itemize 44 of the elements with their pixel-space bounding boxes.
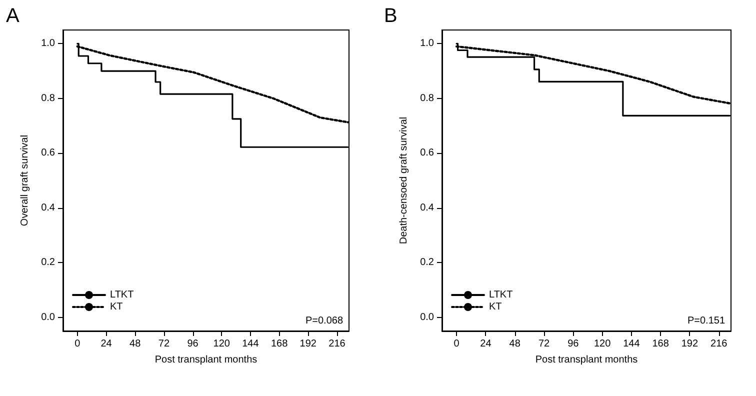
x-tick-label: 48: [130, 338, 142, 350]
x-axis-title: Post transplant months: [154, 354, 258, 366]
y-tick-label: 1.0: [41, 38, 56, 50]
annotation: P=0.068: [305, 316, 344, 326]
x-tick-label: 144: [623, 338, 640, 350]
x-tick-label: 216: [710, 338, 728, 350]
y-tick-label: 0.8: [420, 92, 434, 104]
x-tick-label: 96: [568, 338, 580, 350]
legend-label: LTKT: [110, 290, 134, 300]
y-tick-label: 0.6: [41, 148, 56, 159]
y-tick-label: 0.4: [420, 202, 434, 214]
y-axis-title: Overall graft survival: [20, 134, 31, 226]
x-tick-label: 0: [74, 338, 81, 350]
chart-title: A: [6, 5, 20, 27]
y-tick-label: 1.0: [420, 38, 434, 50]
x-tick-label: 24: [480, 338, 492, 350]
x-tick-label: 192: [681, 338, 698, 350]
y-tick-label: 0.8: [41, 92, 56, 104]
y-tick-label: 0.0: [420, 312, 434, 323]
x-tick-label: 120: [213, 338, 230, 350]
y-tick-label: 0.2: [420, 257, 434, 268]
x-tick-label: 0: [454, 338, 460, 350]
x-tick-label: 24: [100, 338, 112, 350]
legend-label: LTKT: [489, 290, 513, 300]
x-tick-label: 48: [509, 338, 521, 350]
x-tick-label: 216: [328, 338, 346, 350]
x-tick-label: 168: [652, 338, 670, 350]
legend-label: KT: [110, 302, 123, 312]
chart-title: B: [384, 5, 398, 27]
x-tick-label: 168: [270, 338, 288, 350]
x-tick-label: 96: [187, 338, 199, 350]
y-tick-label: 0.6: [420, 148, 434, 159]
x-axis-title: Post transplant months: [535, 354, 638, 366]
x-tick-label: 72: [538, 338, 550, 350]
x-tick-label: 120: [594, 338, 612, 350]
x-tick-label: 72: [158, 338, 170, 350]
legend-label: KT: [489, 302, 502, 312]
y-tick-label: 0.0: [41, 312, 56, 323]
annotation: P=0.151: [687, 316, 726, 326]
y-tick-label: 0.2: [41, 257, 56, 268]
y-axis-title: Death-censoed graft survival: [398, 116, 410, 244]
x-tick-label: 192: [300, 338, 317, 350]
y-tick-label: 0.4: [41, 202, 56, 214]
x-tick-label: 144: [242, 338, 260, 350]
